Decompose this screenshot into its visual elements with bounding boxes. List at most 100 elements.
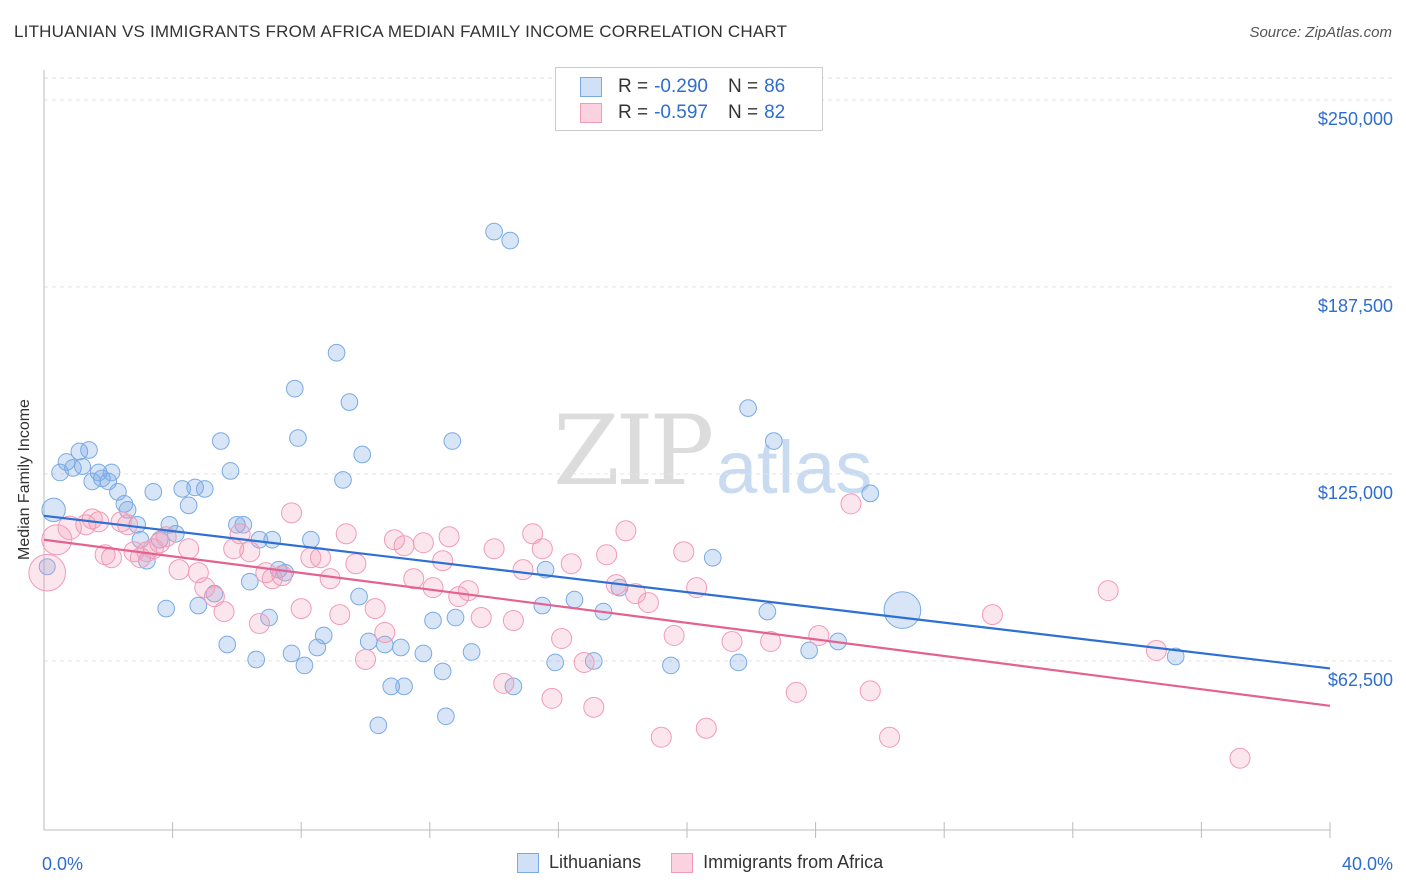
point-africa (637, 592, 659, 614)
point-lithuanians (437, 707, 455, 726)
series-label-lithuanians: Lithuanians (549, 852, 642, 872)
point-africa (721, 630, 743, 652)
point-africa (28, 553, 67, 592)
point-lithuanians (179, 496, 198, 515)
point-africa (615, 520, 637, 542)
point-lithuanians (662, 656, 680, 675)
point-lithuanians (1166, 647, 1185, 666)
point-lithuanians (729, 653, 748, 672)
legend-swatch-africa (580, 103, 602, 123)
point-africa (625, 583, 647, 605)
point-africa (438, 526, 460, 548)
legend-r-label: R = (618, 76, 649, 97)
point-africa (560, 553, 582, 575)
point-africa (859, 680, 881, 702)
point-lithuanians (160, 515, 179, 534)
point-africa (673, 541, 695, 563)
point-africa (248, 613, 270, 635)
point-lithuanians (485, 222, 503, 241)
point-africa (502, 610, 524, 632)
point-africa (290, 598, 312, 620)
point-africa (57, 515, 82, 540)
point-africa (840, 493, 862, 515)
point-africa (335, 523, 357, 545)
point-lithuanians (302, 530, 320, 549)
point-africa (512, 559, 534, 581)
series-swatch-lithuanians (517, 852, 539, 873)
point-lithuanians (102, 463, 121, 482)
legend-row-africa: R = -0.597 N = 82 (580, 101, 785, 125)
trend-line-africa (43, 538, 1331, 707)
point-africa (760, 630, 782, 652)
point-lithuanians (295, 656, 314, 675)
point-lithuanians (189, 596, 208, 615)
point-lithuanians (703, 548, 722, 567)
point-lithuanians (195, 480, 214, 498)
point-lithuanians (501, 231, 520, 250)
point-lithuanians (395, 677, 413, 696)
point-lithuanians (359, 632, 378, 651)
point-africa (393, 535, 415, 557)
point-africa (239, 541, 261, 563)
point-lithuanians (433, 662, 452, 681)
point-lithuanians (83, 472, 102, 491)
data-points (28, 222, 1251, 769)
point-lithuanians (414, 644, 433, 663)
point-africa (168, 559, 190, 581)
point-africa (1229, 747, 1251, 769)
point-lithuanians (327, 343, 346, 362)
axes (43, 70, 1331, 838)
point-africa (663, 625, 685, 647)
point-lithuanians (157, 599, 176, 618)
point-africa (483, 538, 505, 560)
point-lithuanians (38, 558, 56, 576)
point-africa (203, 586, 225, 608)
point-africa (981, 604, 1003, 626)
y-tick-label: $125,000 (1318, 483, 1393, 503)
legend-row-lithuanians: R = -0.290 N = 86 (580, 75, 785, 99)
series-legend-africa[interactable]: Immigrants from Africa (671, 852, 883, 873)
point-lithuanians (883, 591, 922, 629)
point-lithuanians (353, 445, 372, 464)
series-legend: Lithuanians Immigrants from Africa (517, 852, 913, 873)
x-tick-label: 40.0% (1342, 854, 1393, 874)
point-lithuanians (546, 653, 565, 672)
point-lithuanians (289, 429, 307, 447)
chart-source: Source: ZipAtlas.com (1249, 24, 1392, 41)
point-africa (493, 672, 515, 694)
point-africa (1097, 580, 1119, 602)
legend-r-label: R = (618, 102, 649, 123)
trend-line-lithuanians (43, 514, 1331, 670)
point-lithuanians (334, 471, 352, 489)
legend-n-label: N = (727, 76, 759, 97)
point-africa (178, 538, 200, 560)
point-africa (879, 726, 901, 748)
series-swatch-africa (671, 852, 694, 873)
point-lithuanians (382, 677, 401, 696)
point-lithuanians (340, 393, 359, 411)
point-lithuanians (446, 608, 465, 627)
point-africa (345, 553, 367, 575)
point-lithuanians (861, 484, 880, 503)
series-legend-lithuanians[interactable]: Lithuanians (517, 852, 641, 873)
point-africa (573, 651, 595, 673)
point-africa (541, 687, 563, 709)
point-lithuanians (211, 432, 230, 450)
x-tick-label: 0.0% (42, 854, 83, 874)
point-africa (329, 604, 351, 626)
legend-r-value: -0.597 (654, 102, 708, 123)
point-africa (432, 550, 454, 572)
point-africa (422, 577, 444, 599)
point-lithuanians (424, 611, 442, 630)
point-lithuanians (739, 399, 757, 417)
point-africa (457, 580, 479, 602)
point-africa (785, 681, 807, 703)
point-lithuanians (218, 635, 237, 654)
point-lithuanians (247, 650, 266, 669)
legend-swatch-lithuanians (580, 77, 602, 97)
y-axis-label: Median Family Income (16, 399, 33, 560)
point-africa (281, 502, 303, 524)
point-lithuanians (80, 441, 98, 459)
point-africa (596, 544, 618, 566)
